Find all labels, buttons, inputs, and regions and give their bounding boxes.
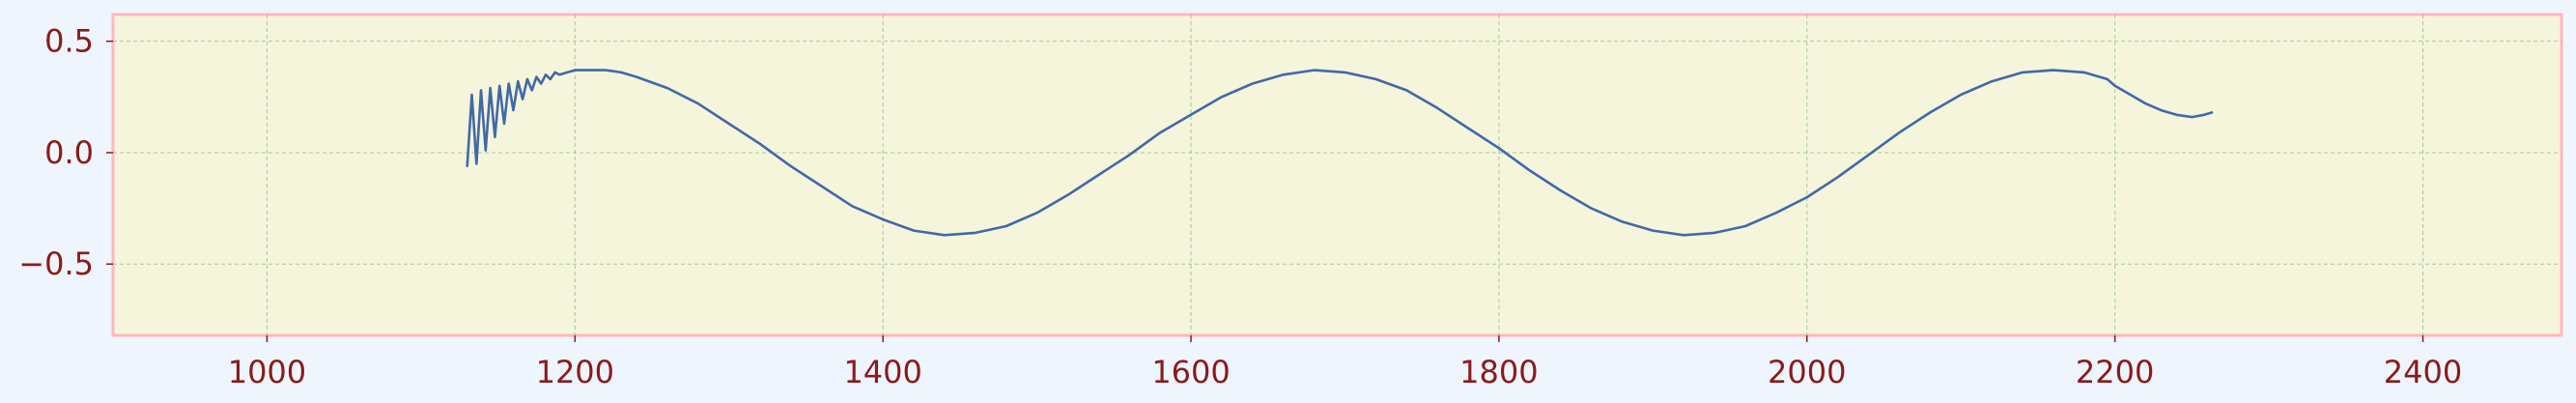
y-tick-label: −0.5 (18, 245, 94, 282)
y-tick-label: 0.0 (44, 134, 94, 171)
x-tick-label: 1000 (228, 354, 306, 390)
x-tick-label: 2400 (2384, 354, 2462, 390)
grid (113, 14, 2562, 335)
y-tick-label: 0.5 (44, 23, 94, 60)
series-lines (466, 69, 2214, 237)
x-tick-label: 2200 (2076, 354, 2154, 390)
x-tick-label: 1200 (536, 354, 614, 390)
plot-area (111, 13, 2563, 337)
x-tick-label: 2000 (1768, 354, 1846, 390)
y-axis: −0.5 0.0 0.5 (18, 23, 113, 282)
x-tick-label: 1800 (1459, 354, 1538, 390)
series-line-1 (466, 69, 2214, 237)
x-tick-label: 1400 (843, 354, 921, 390)
x-tick-label: 1600 (1151, 354, 1230, 390)
x-axis: 1000 1200 1400 1600 1800 2000 2200 2400 (228, 335, 2462, 390)
